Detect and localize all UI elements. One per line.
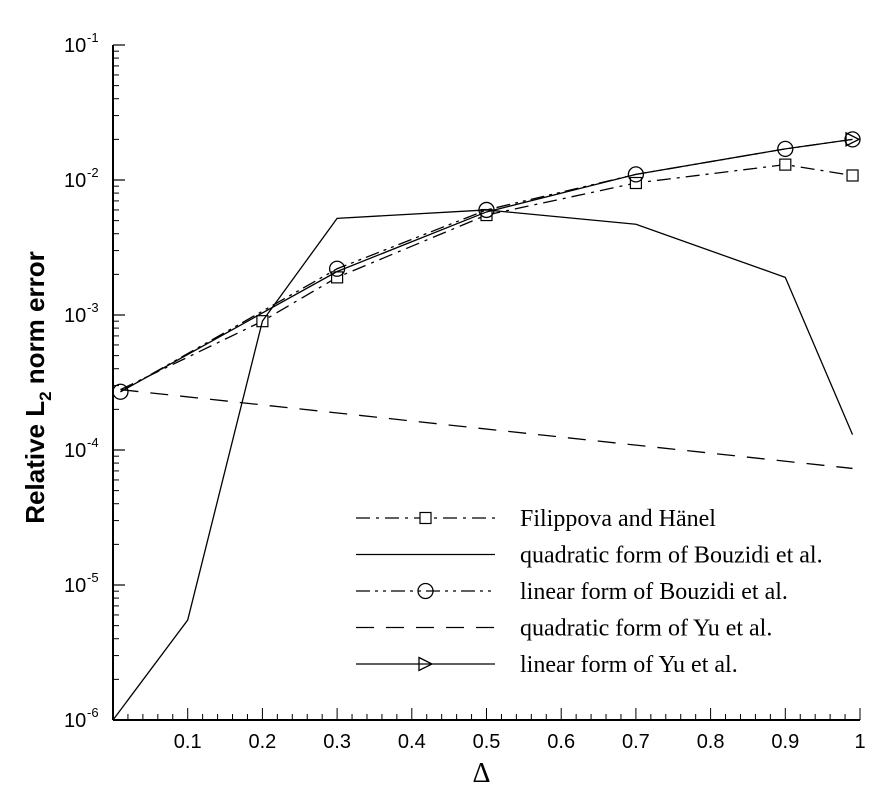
y-tick-exponent: -6: [87, 705, 99, 720]
y-tick-exponent: -3: [87, 300, 99, 315]
x-tick-label: 0.3: [323, 731, 351, 753]
marker-square: [629, 176, 643, 190]
y-axis-title-rest: norm error: [20, 251, 50, 391]
legend-label: linear form of Bouzidi et al.: [520, 579, 788, 605]
x-tick-label: 0.5: [473, 731, 501, 753]
marker-triangle: [845, 131, 861, 147]
marker-circle: [777, 140, 794, 158]
x-tick-label: 0.1: [174, 731, 202, 753]
x-tick-label: 0.2: [248, 731, 276, 753]
marker-square: [779, 158, 792, 171]
y-tick-exponent: -2: [87, 165, 99, 180]
y-tick-label: 10: [64, 35, 86, 57]
legend-label: quadratic form of Bouzidi et al.: [520, 543, 823, 569]
marker-triangle: [418, 656, 434, 672]
x-axis-title: Δ: [472, 758, 490, 789]
series-line: [112, 209, 854, 721]
y-tick-label: 10: [64, 440, 86, 462]
y-axis-title-main: Relative L: [20, 401, 50, 524]
series-layer: [112, 131, 861, 721]
series-1: [120, 158, 859, 391]
marker-square: [419, 511, 432, 525]
series-line: [120, 388, 853, 470]
x-tick-label: 0.7: [622, 731, 650, 753]
x-tick-label: 0.6: [547, 731, 575, 753]
legend: Filippova and Hänel quadratic form of Bou…: [356, 506, 823, 678]
series-2: [112, 209, 854, 721]
x-tick-label: 0.4: [398, 731, 426, 753]
legend-label: linear form of Yu et al.: [520, 652, 738, 678]
y-tick-exponent: -5: [87, 570, 99, 585]
y-tick-label: 10: [64, 305, 86, 327]
series-line: [120, 138, 853, 393]
y-axis-title: Relative L2 norm error: [20, 251, 55, 523]
legend-label: Filippova and Hänel: [520, 506, 716, 532]
series-line: [120, 163, 853, 391]
series-4: [120, 388, 853, 470]
y-tick-label: 10: [64, 710, 86, 732]
series-line: [120, 138, 853, 393]
x-tick-label: 0.8: [697, 731, 725, 753]
series-5: [120, 131, 861, 393]
x-tick-label: 1: [854, 731, 865, 753]
y-tick-label: 10: [64, 575, 86, 597]
marker-circle: [627, 166, 645, 183]
marker-circle: [417, 582, 434, 600]
x-tick-label: 0.9: [771, 731, 799, 753]
axes: 0.1 0.2 0.3 0.4 0.5 0.6 0.7 0.8 0.9 110-610-510-4…: [64, 30, 866, 753]
y-tick-label: 10: [64, 170, 86, 192]
y-axis-title-subscript: 2: [36, 391, 55, 400]
marker-circle: [112, 383, 129, 400]
series-3: [112, 131, 861, 400]
marker-square: [846, 169, 859, 182]
y-tick-exponent: -1: [87, 30, 99, 45]
y-tick-exponent: -4: [87, 435, 99, 450]
legend-label: quadratic form of Yu et al.: [520, 616, 772, 642]
